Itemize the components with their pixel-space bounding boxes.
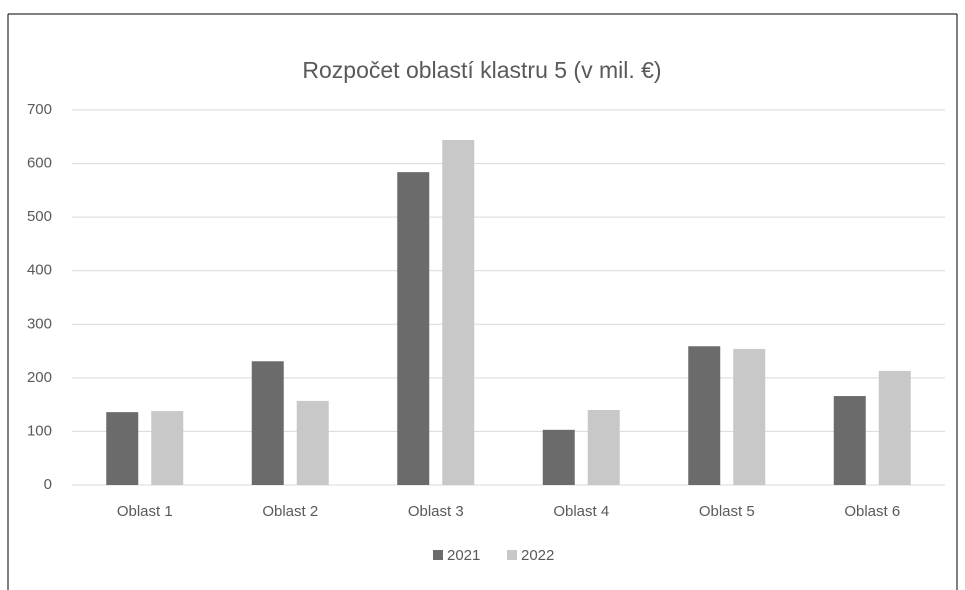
y-tick-label: 100 [27,422,52,439]
y-tick-label: 600 [27,155,52,172]
bar [296,400,329,485]
y-tick-label: 200 [27,369,52,386]
bar [587,410,620,485]
bar [251,361,284,485]
legend-swatch [507,550,517,560]
legend-label: 2022 [521,547,554,564]
x-tick-label: Oblast 2 [262,503,318,520]
bar [878,370,911,485]
bar [833,396,866,485]
chart-title: Rozpočet oblastí klastru 5 (v mil. €) [302,57,661,83]
x-tick-label: Oblast 4 [553,503,609,520]
y-tick-label: 700 [27,101,52,118]
x-tick-label: Oblast 6 [844,503,900,520]
bar [542,429,575,485]
x-tick-label: Oblast 1 [117,503,173,520]
y-tick-label: 300 [27,315,52,332]
legend-swatch [433,550,443,560]
bar [442,140,475,485]
x-tick-label: Oblast 3 [408,503,464,520]
legend-label: 2021 [447,547,480,564]
x-tick-label: Oblast 5 [699,503,755,520]
bar [688,346,721,485]
y-tick-label: 500 [27,208,52,225]
y-tick-label: 400 [27,262,52,279]
bar [397,172,430,485]
y-tick-label: 0 [44,476,52,493]
bar [733,348,766,485]
bar [151,411,184,485]
bar [106,412,139,485]
